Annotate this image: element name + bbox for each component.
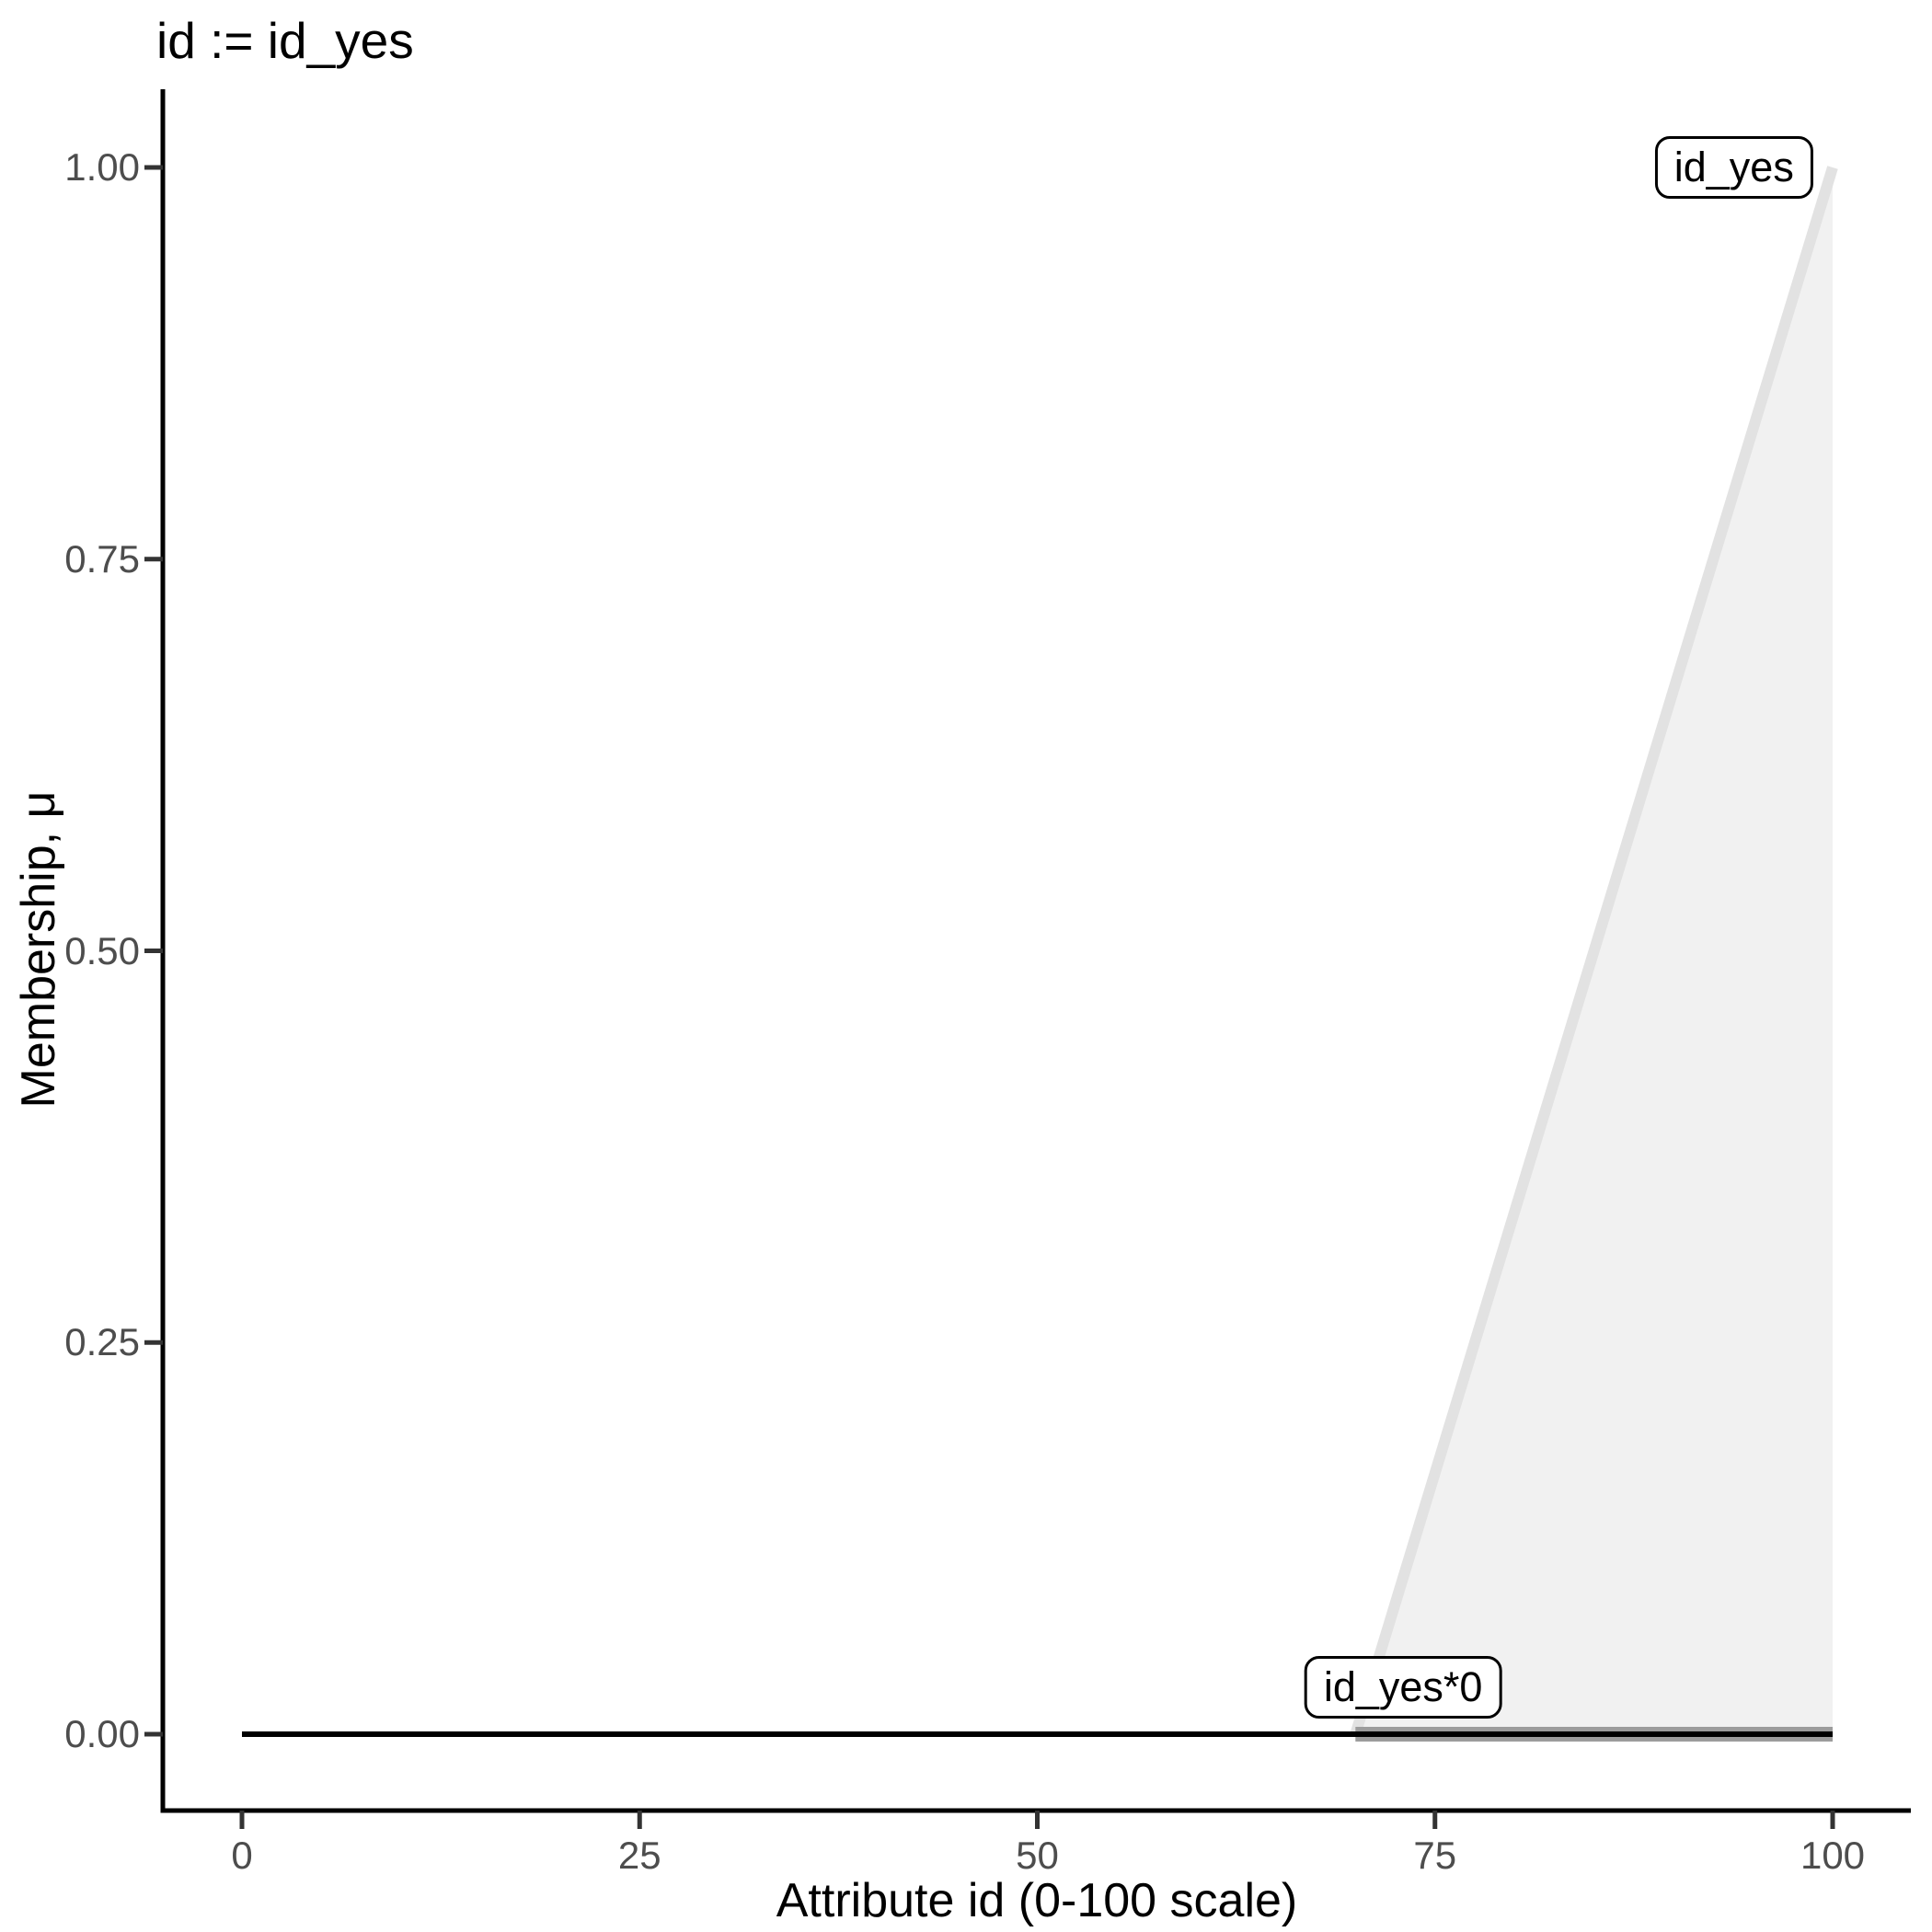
x-tick-label: 25 (617, 1834, 661, 1877)
series-line-0 (1350, 166, 1838, 1736)
x-axis-title: Attribute id (0-100 scale) (776, 1874, 1298, 1927)
y-tick-label: 0.50 (64, 928, 140, 972)
series-label: id_yes (1654, 136, 1813, 199)
series-label: id_yes*0 (1304, 1655, 1502, 1719)
plot-title: id := id_yes (156, 12, 414, 69)
y-tick-label: 0.00 (64, 1712, 140, 1755)
y-tick-label: 0.25 (64, 1320, 140, 1364)
x-tick-label: 100 (1800, 1834, 1866, 1877)
x-tick-label: 0 (231, 1834, 253, 1877)
x-tick-label: 50 (1016, 1834, 1059, 1877)
x-tick-label: 75 (1413, 1834, 1457, 1877)
y-tick-label: 1.00 (64, 145, 140, 189)
y-tick-label: 0.75 (64, 536, 140, 581)
y-axis-title: Membership, μ (12, 790, 65, 1109)
